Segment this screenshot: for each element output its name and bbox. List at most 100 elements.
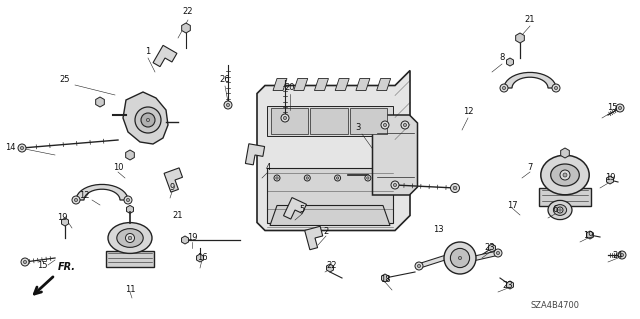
Circle shape — [451, 249, 470, 268]
Circle shape — [147, 118, 150, 122]
Polygon shape — [356, 78, 370, 91]
Circle shape — [618, 107, 621, 110]
Circle shape — [557, 207, 563, 213]
Polygon shape — [196, 254, 204, 262]
Text: 17: 17 — [507, 201, 517, 210]
Polygon shape — [125, 150, 134, 160]
Polygon shape — [607, 176, 614, 184]
Circle shape — [128, 236, 132, 240]
Polygon shape — [506, 58, 513, 66]
Polygon shape — [376, 78, 390, 91]
Circle shape — [394, 183, 397, 187]
Ellipse shape — [135, 107, 161, 133]
Circle shape — [616, 104, 624, 112]
Circle shape — [144, 116, 152, 124]
Polygon shape — [294, 78, 308, 91]
Circle shape — [458, 256, 461, 260]
Text: 14: 14 — [4, 144, 15, 152]
Circle shape — [18, 144, 26, 152]
Text: 3: 3 — [355, 123, 361, 132]
Circle shape — [500, 84, 508, 92]
Ellipse shape — [550, 164, 579, 186]
Polygon shape — [106, 251, 154, 267]
Text: 6: 6 — [552, 205, 557, 214]
Circle shape — [497, 251, 500, 255]
Circle shape — [560, 170, 570, 180]
Circle shape — [304, 175, 310, 181]
Circle shape — [335, 175, 340, 181]
Bar — [349, 108, 387, 133]
Polygon shape — [182, 23, 190, 33]
Polygon shape — [95, 97, 104, 107]
Polygon shape — [182, 236, 188, 244]
Circle shape — [618, 251, 626, 259]
Text: 4: 4 — [266, 164, 271, 173]
Circle shape — [502, 86, 506, 90]
Text: 12: 12 — [463, 108, 473, 116]
Circle shape — [620, 253, 623, 256]
Text: 23: 23 — [484, 243, 495, 253]
Circle shape — [284, 116, 287, 120]
Circle shape — [227, 103, 230, 107]
Circle shape — [444, 242, 476, 274]
Polygon shape — [305, 226, 323, 250]
Circle shape — [21, 258, 29, 266]
Circle shape — [74, 198, 77, 202]
Text: 21: 21 — [173, 211, 183, 219]
Polygon shape — [273, 78, 287, 91]
Circle shape — [24, 260, 27, 263]
Polygon shape — [314, 78, 328, 91]
Circle shape — [125, 234, 134, 242]
Bar — [310, 108, 348, 133]
Polygon shape — [245, 144, 264, 165]
Circle shape — [124, 196, 132, 204]
Text: 9: 9 — [170, 183, 175, 192]
Circle shape — [401, 121, 409, 129]
Circle shape — [456, 254, 464, 262]
Text: 19: 19 — [605, 174, 615, 182]
Polygon shape — [516, 33, 524, 43]
Text: 15: 15 — [36, 261, 47, 270]
Text: 19: 19 — [583, 231, 593, 240]
Polygon shape — [381, 274, 388, 282]
Polygon shape — [76, 184, 128, 200]
Polygon shape — [539, 188, 591, 206]
Text: 22: 22 — [183, 8, 193, 17]
Text: 25: 25 — [60, 76, 70, 85]
Text: 15: 15 — [607, 103, 617, 113]
Circle shape — [451, 183, 460, 192]
Circle shape — [559, 209, 561, 211]
Polygon shape — [164, 168, 182, 192]
Bar — [271, 108, 308, 133]
Circle shape — [276, 177, 278, 179]
Circle shape — [274, 175, 280, 181]
Bar — [267, 106, 393, 136]
Text: 2: 2 — [323, 227, 328, 236]
Text: 26: 26 — [220, 76, 230, 85]
Text: 7: 7 — [527, 164, 532, 173]
Text: 1: 1 — [145, 48, 150, 56]
Polygon shape — [270, 205, 390, 226]
Text: 23: 23 — [502, 280, 513, 290]
Text: SZA4B4700: SZA4B4700 — [531, 301, 579, 310]
Bar — [267, 168, 393, 222]
Text: 20: 20 — [285, 84, 295, 93]
Text: 13: 13 — [433, 226, 444, 234]
Circle shape — [391, 181, 399, 189]
Polygon shape — [335, 78, 349, 91]
Circle shape — [415, 262, 423, 270]
Circle shape — [417, 264, 420, 268]
Polygon shape — [127, 205, 134, 213]
Text: 18: 18 — [380, 276, 390, 285]
Circle shape — [367, 177, 369, 179]
Polygon shape — [561, 148, 570, 158]
Ellipse shape — [554, 204, 566, 215]
Polygon shape — [504, 72, 556, 88]
Circle shape — [306, 177, 308, 179]
Text: 22: 22 — [327, 261, 337, 270]
Text: FR.: FR. — [58, 262, 76, 272]
Circle shape — [563, 173, 567, 177]
Polygon shape — [284, 197, 307, 219]
Text: 8: 8 — [499, 54, 505, 63]
Circle shape — [381, 121, 389, 129]
